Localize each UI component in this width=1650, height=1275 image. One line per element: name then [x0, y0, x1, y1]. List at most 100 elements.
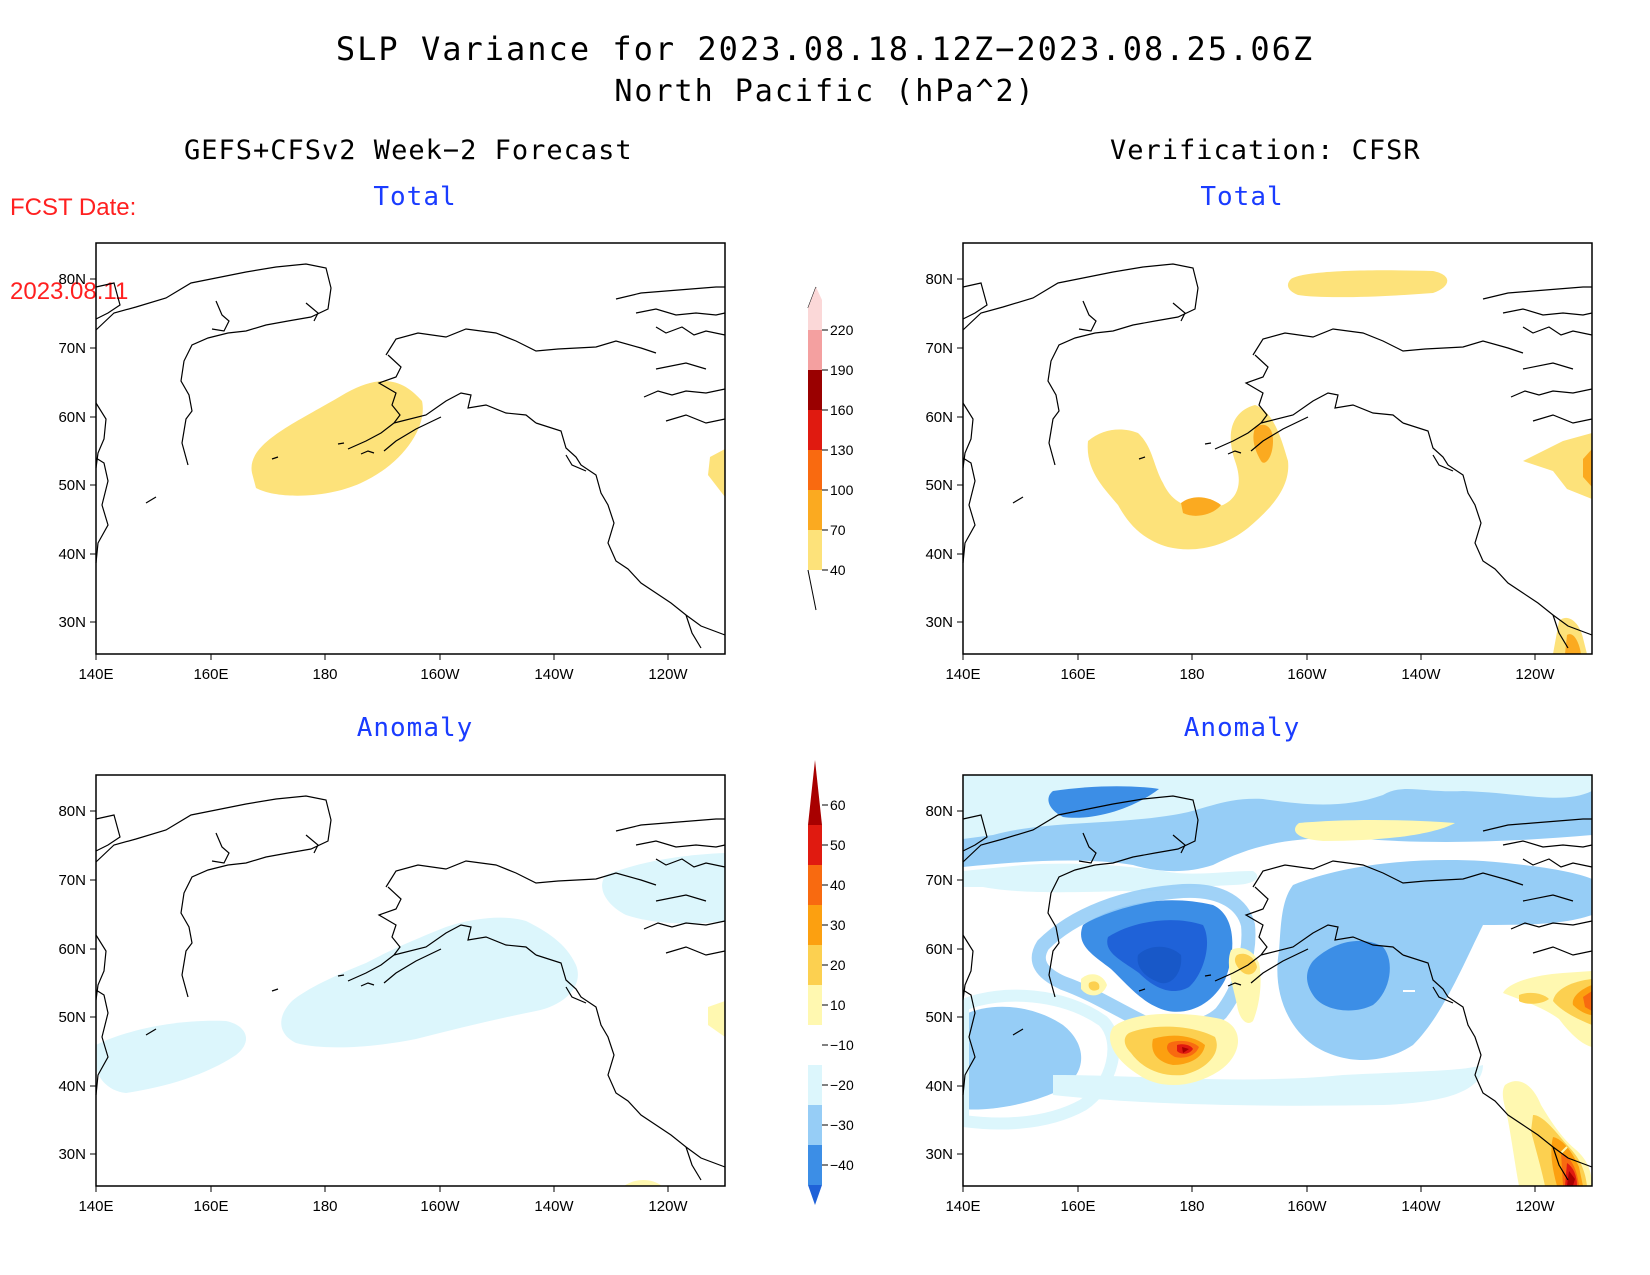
- lat-tick-label-forecast-anomaly: 50N: [58, 1009, 86, 1026]
- contour-band-neg20-neg30: [963, 1006, 1082, 1110]
- colorbar-total-label-2: 70: [830, 522, 846, 538]
- lat-tick-label-verification-total: 60N: [925, 409, 953, 426]
- lon-tick-label-forecast-total: 120W: [648, 666, 688, 683]
- lon-tick-label-verification-total: 140W: [1401, 666, 1441, 683]
- colorbar-anomaly-label-9: 50: [830, 837, 846, 853]
- lon-tick-label-forecast-total: 140W: [534, 666, 574, 683]
- contour-band-neg10-neg20: [281, 917, 578, 1048]
- lat-tick-label-verification-total: 80N: [925, 271, 953, 288]
- colorbar-total-swatch-3: [808, 450, 822, 490]
- lat-tick-label-verification-anomaly: 70N: [925, 872, 953, 889]
- lon-tick-label-verification-anomaly: 180: [1179, 1198, 1204, 1215]
- lat-tick-label-verification-anomaly: 30N: [925, 1146, 953, 1163]
- colorbar-total-swatch-5: [808, 370, 822, 410]
- lon-tick-label-forecast-anomaly: 140E: [78, 1198, 113, 1215]
- lon-tick-label-forecast-total: 160W: [420, 666, 460, 683]
- contour-band-neg30-neg40: [1048, 786, 1159, 818]
- colorbar-anomaly-swatch-2: [808, 1145, 822, 1185]
- forecast-date-label: FCST Date:: [10, 194, 137, 221]
- contour-band-70-100: [1181, 497, 1221, 516]
- lon-tick-label-forecast-total: 160E: [193, 666, 228, 683]
- lon-tick-label-verification-anomaly: 160E: [1060, 1198, 1095, 1215]
- colorbar-anomaly-label-3: −20: [830, 1077, 854, 1093]
- contour-band-10-20: [708, 1001, 725, 1037]
- colorbar-anomaly-label-1: −40: [830, 1157, 854, 1173]
- contour-band-40-70: [1523, 433, 1592, 499]
- lat-tick-label-verification-anomaly: 50N: [925, 1009, 953, 1026]
- lon-tick-label-forecast-anomaly: 160E: [193, 1198, 228, 1215]
- lon-tick-label-forecast-anomaly: 140W: [534, 1198, 574, 1215]
- forecast-header: GEFS+CFSv2 Week−2 Forecast: [184, 135, 633, 166]
- contour-band-70-100: [1583, 449, 1592, 487]
- colorbar-total-swatch-7: [808, 287, 822, 330]
- contour-band-10-20: [624, 1179, 662, 1186]
- colorbar-total-label-6: 190: [830, 362, 854, 378]
- lon-tick-label-verification-total: 160E: [1060, 666, 1095, 683]
- main-subtitle: North Pacific (hPa^2): [614, 74, 1036, 109]
- contour-band-70-100: [1253, 424, 1273, 463]
- colorbar-anomaly-swatch-5: [808, 1025, 822, 1065]
- forecast-date-value: 2023.08.11: [10, 278, 129, 305]
- lat-tick-label-forecast-anomaly: 70N: [58, 872, 86, 889]
- contour-band-40-70: [1287, 270, 1448, 298]
- colorbar-total-swatch-2: [808, 490, 822, 530]
- lon-tick-label-forecast-anomaly: 120W: [648, 1198, 688, 1215]
- contour-band-above-60: [1567, 1171, 1575, 1186]
- lat-tick-label-verification-anomaly: 60N: [925, 941, 953, 958]
- map-forecast-anomaly: [89, 774, 726, 1193]
- colorbar-total-label-1: 40: [830, 562, 846, 578]
- colorbar-total-bottom-taper: [807, 569, 817, 611]
- lat-tick-label-verification-anomaly: 80N: [925, 803, 953, 820]
- lat-tick-label-verification-total: 30N: [925, 614, 953, 631]
- lon-tick-label-verification-anomaly: 120W: [1515, 1198, 1555, 1215]
- colorbar-total-label-3: 100: [830, 482, 854, 498]
- colorbar-total-swatch-6: [808, 330, 822, 370]
- axis-labels: 140E 160E 180 160W 140W 120W 80N 70N 60N 50N 40N 30…: [58, 271, 1555, 1215]
- colorbar-anomaly-swatch-6: [808, 985, 822, 1025]
- contour-band-20-30: [1088, 981, 1100, 991]
- lat-tick-label-forecast-anomaly: 60N: [58, 941, 86, 958]
- lon-tick-label-verification-anomaly: 140E: [945, 1198, 980, 1215]
- contour-band-neg10-neg20: [963, 989, 1120, 1130]
- contour-band-above-60: [1182, 1047, 1189, 1053]
- lon-tick-label-forecast-total: 140E: [78, 666, 113, 683]
- panel-title-verification-anomaly: Anomaly: [1183, 713, 1301, 743]
- lon-tick-label-verification-total: 160W: [1287, 666, 1327, 683]
- lat-tick-label-forecast-anomaly: 30N: [58, 1146, 86, 1163]
- lat-tick-label-forecast-total: 50N: [58, 477, 86, 494]
- colorbar-anomaly-label-2: −30: [830, 1117, 854, 1133]
- colorbar-anomaly-swatch-4: [808, 1065, 822, 1105]
- colorbar-anomaly-label-6: 20: [830, 957, 846, 973]
- contour-band-40-70: [251, 381, 423, 496]
- lat-tick-label-forecast-total: 70N: [58, 340, 86, 357]
- colorbar-anomaly-swatch-10: [808, 825, 822, 865]
- map-forecast-total: [89, 242, 726, 661]
- colorbar-total-swatch-1: [808, 530, 822, 570]
- contour-band-below-neg40-core: [1137, 946, 1182, 984]
- lon-tick-label-forecast-anomaly: 180: [312, 1198, 337, 1215]
- contour-band-neg10-neg20: [602, 853, 725, 924]
- colorbar-anomaly-swatch-3: [808, 1105, 822, 1145]
- colorbar-anomaly-swatch-9: [808, 865, 822, 905]
- forecast-date: FCST Date: 2023.08.11: [10, 138, 136, 334]
- colorbar-anomaly: −40 −30 −20 −10 10 20 30 40 50 60: [808, 760, 854, 1205]
- lon-tick-label-verification-anomaly: 160W: [1287, 1198, 1327, 1215]
- contour-band-70-100: [1565, 634, 1581, 654]
- contour-band-40-70: [1087, 405, 1289, 550]
- lat-tick-label-forecast-total: 80N: [58, 271, 86, 288]
- colorbar-anomaly-swatch-8: [808, 905, 822, 945]
- colorbar-total-label-4: 130: [830, 442, 854, 458]
- lon-tick-label-verification-total: 180: [1179, 666, 1204, 683]
- lon-tick-label-verification-anomaly: 140W: [1401, 1198, 1441, 1215]
- verification-header: Verification: CFSR: [1110, 135, 1421, 166]
- contour-band-20-30: [1519, 992, 1549, 1004]
- map-verification-anomaly: [956, 774, 1593, 1193]
- lat-tick-label-verification-anomaly: 40N: [925, 1078, 953, 1095]
- lon-tick-label-verification-total: 120W: [1515, 666, 1555, 683]
- colorbar-total-label-5: 160: [830, 402, 854, 418]
- lat-tick-label-forecast-total: 60N: [58, 409, 86, 426]
- lat-tick-label-verification-total: 70N: [925, 340, 953, 357]
- colorbar-anomaly-swatch-11: [808, 760, 822, 825]
- contour-band-neg10-neg20: [1053, 1065, 1483, 1106]
